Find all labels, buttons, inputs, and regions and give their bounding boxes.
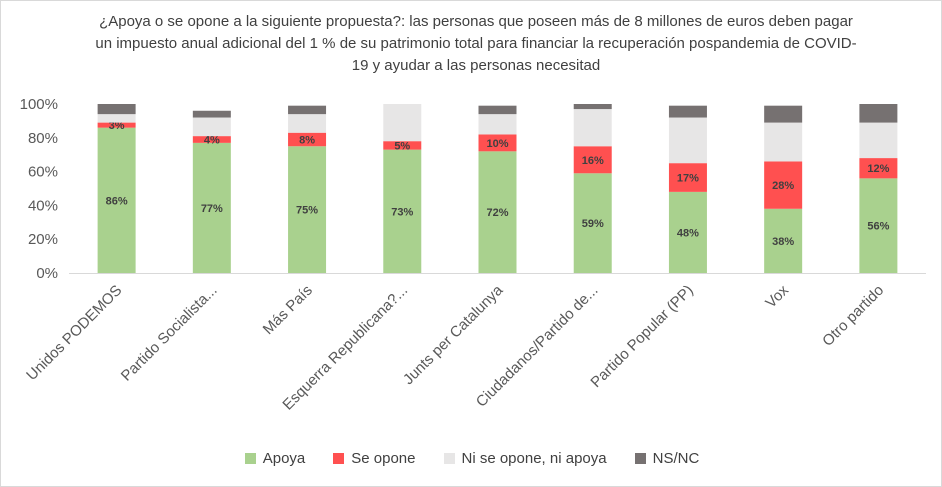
y-tick-label: 40%	[28, 197, 58, 214]
data-label: 77%	[201, 203, 223, 215]
data-label: 3%	[109, 120, 125, 132]
bar-segment-se-opone	[97, 122, 136, 128]
bar-segment-ns-nc	[764, 105, 803, 123]
legend-item: Ni se opone, ni apoya	[443, 449, 607, 467]
data-label: 17%	[677, 173, 699, 185]
data-label: 72%	[486, 207, 508, 219]
bar-segment-apoya	[288, 146, 327, 273]
bar-segment-ni-se-opone-ni-apoya	[573, 109, 612, 147]
x-tick-label: Junts per Catalunya	[400, 281, 507, 388]
x-tick-label: Vox	[762, 281, 792, 311]
bar-segment-ns-nc	[478, 105, 517, 115]
bar-segment-apoya	[478, 151, 517, 273]
bar-segment-apoya	[573, 173, 612, 273]
bar-segment-apoya	[668, 191, 707, 273]
data-label: 56%	[867, 221, 889, 233]
data-label: 73%	[391, 206, 413, 218]
legend-label: Ni se opone, ni apoya	[461, 449, 607, 467]
plot-area: 0% 20% 40% 60% 80% 100% 86% 3% Unidos PODEMOS 77%…	[20, 96, 926, 414]
bar-segment-se-opone	[288, 132, 327, 147]
data-label: 48%	[677, 227, 699, 239]
bar-segment-ni-se-opone-ni-apoya	[288, 114, 327, 133]
y-tick-label: 100%	[20, 96, 58, 113]
legend-swatch	[443, 452, 455, 464]
legend-label: Apoya	[262, 449, 306, 467]
data-label: 16%	[582, 155, 604, 167]
bar-segment-ni-se-opone-ni-apoya	[383, 104, 422, 142]
bar-segment-se-opone	[859, 158, 898, 179]
data-label: 5%	[394, 140, 410, 152]
x-tick-label: Partido Popular (PP)	[587, 282, 696, 391]
y-tick-label: 20%	[28, 231, 58, 248]
legend-label: NS/NC	[652, 449, 700, 467]
x-tick-label: Más País	[260, 282, 316, 338]
bar-segment-ni-se-opone-ni-apoya	[764, 122, 803, 162]
bar-segment-ns-nc	[97, 104, 136, 115]
bar-segment-ni-se-opone-ni-apoya	[668, 117, 707, 164]
x-tick-label: Partido Socialista...	[118, 282, 221, 385]
bar-segment-se-opone	[192, 136, 231, 143]
bar-segment-ns-nc	[668, 105, 707, 118]
legend-swatch	[333, 452, 345, 464]
bar-segment-ni-se-opone-ni-apoya	[478, 114, 517, 135]
bar-segment-apoya	[764, 208, 803, 273]
bar-segment-ns-nc	[192, 110, 231, 118]
legend-swatch	[634, 452, 646, 464]
y-tick-label: 0%	[36, 265, 58, 282]
data-label: 59%	[582, 218, 604, 230]
bar-segment-ns-nc	[573, 104, 612, 110]
bar-segment-ns-nc	[859, 104, 898, 123]
bar-segment-apoya	[383, 149, 422, 273]
legend: Apoya Se opone Ni se opone, ni apoya NS/NC	[1, 446, 942, 470]
legend-label: Se opone	[351, 449, 416, 467]
bar-segment-se-opone	[383, 141, 422, 150]
legend-item: Apoya	[244, 449, 306, 467]
y-tick-label: 60%	[28, 164, 58, 181]
bar-segment-se-opone	[764, 161, 803, 209]
y-tick-label: 80%	[28, 130, 58, 147]
data-label: 12%	[867, 163, 889, 175]
data-label: 10%	[486, 138, 508, 150]
bar-segment-se-opone	[478, 134, 517, 152]
bar-segment-apoya	[97, 127, 136, 273]
chart-title: ¿Apoya o se opone a la siguiente propues…	[95, 13, 857, 74]
bar-segment-se-opone	[573, 146, 612, 174]
bar-segment-ns-nc	[288, 105, 327, 115]
bar-segment-ni-se-opone-ni-apoya	[192, 117, 231, 137]
data-label: 86%	[106, 195, 128, 207]
legend-item: Se opone	[333, 449, 416, 467]
data-label: 38%	[772, 236, 794, 248]
data-label: 8%	[299, 134, 315, 146]
data-label: 75%	[296, 205, 318, 217]
data-label: 4%	[204, 134, 220, 146]
x-tick-label: Otro partido	[819, 282, 887, 350]
legend-item: NS/NC	[634, 449, 700, 467]
bar-segment-apoya	[859, 178, 898, 273]
legend-swatch	[244, 452, 256, 464]
bar-segment-se-opone	[668, 163, 707, 192]
data-label: 28%	[772, 180, 794, 192]
bar-segment-ni-se-opone-ni-apoya	[97, 114, 136, 123]
bar-segment-ni-se-opone-ni-apoya	[859, 122, 898, 159]
x-tick-label: Unidos PODEMOS	[23, 282, 125, 384]
bar-segment-apoya	[192, 142, 231, 273]
